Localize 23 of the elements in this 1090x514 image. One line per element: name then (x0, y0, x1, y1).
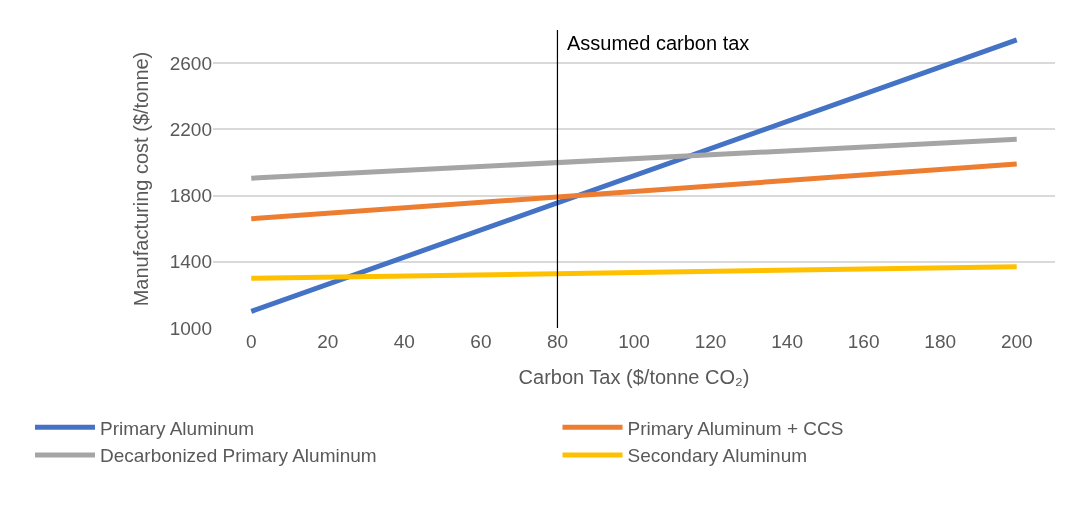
ref-line-label: Assumed carbon tax (567, 32, 750, 54)
x-tick-label: 180 (924, 331, 957, 352)
x-tick-label: 60 (470, 331, 492, 352)
x-tick-label: 80 (546, 331, 569, 352)
y-tick-label: 1000 (169, 317, 212, 339)
x-axis-title: Carbon Tax ($/tonne CO₂) (518, 365, 750, 388)
x-tick-label: 100 (618, 331, 650, 352)
x-tick-label: 160 (847, 331, 880, 352)
x-tick-label: 140 (771, 331, 803, 352)
x-tick-label: 200 (1000, 331, 1033, 352)
legend-label: Primary Aluminum + CCS (627, 417, 844, 439)
x-tick-label: 40 (393, 331, 415, 352)
y-tick-label: 1800 (169, 185, 212, 207)
y-axis-title: Manufacturing cost ($/tonne) (130, 51, 153, 307)
legend-label: Primary Aluminum (100, 417, 255, 439)
y-tick-label: 2200 (169, 118, 212, 140)
legend-label: Secondary Aluminum (627, 445, 808, 467)
x-tick-label: 0 (245, 331, 257, 352)
x-tick-label: 120 (694, 331, 727, 352)
y-tick-label: 1400 (169, 251, 212, 273)
x-tick-label: 20 (317, 331, 339, 352)
legend-label: Decarbonized Primary Aluminum (100, 445, 377, 467)
y-tick-label: 2600 (169, 52, 212, 74)
